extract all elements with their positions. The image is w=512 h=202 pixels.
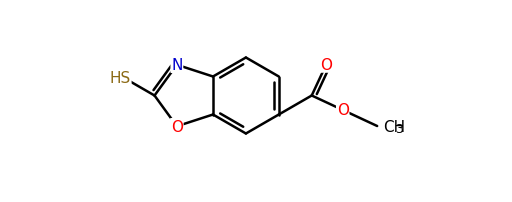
Text: CH: CH — [383, 119, 406, 134]
Text: N: N — [171, 58, 183, 73]
Text: O: O — [337, 103, 349, 118]
Text: HS: HS — [110, 71, 131, 86]
Text: 3: 3 — [395, 122, 403, 135]
Text: O: O — [171, 119, 183, 134]
Text: O: O — [320, 58, 332, 73]
